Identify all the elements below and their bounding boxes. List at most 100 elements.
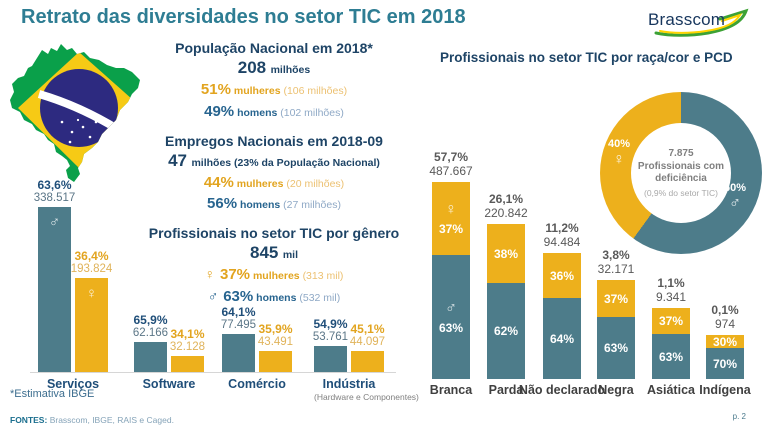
stack-total-pct: 26,1% (488, 192, 524, 207)
bar (259, 351, 292, 372)
category-label: Serviços (46, 377, 100, 391)
stack-total-pct: 1,1% (657, 276, 685, 291)
bar-pct-label: 34,1% (170, 326, 205, 341)
national-stats-column: População Nacional em 2018* 208 milhões … (128, 40, 420, 307)
logo-swoosh-icon (654, 8, 749, 37)
bar (351, 351, 384, 372)
segment-pct-label: 37% (603, 291, 629, 306)
female-icon: ♀ (613, 151, 626, 168)
category-label: Não declarado (518, 383, 606, 397)
bar (314, 346, 347, 372)
stack-col-4: 1,1% 9.341 37% 63% Asiática (647, 150, 695, 397)
segment-homens: 63% (597, 317, 635, 379)
stack-total-pct: 3,8% (602, 248, 630, 263)
category-label: Branca (429, 383, 473, 397)
segment-homens: ♂ 63% (432, 255, 470, 379)
stack-total-value: 974 (714, 317, 736, 332)
category-label: Indígena (699, 383, 751, 397)
segment-pct-label: 63% (658, 349, 684, 364)
bar-pct-label: 45,1% (350, 321, 385, 336)
bar-group-comércio: 64,1% 77.495 35,9% 43.491 Comércio (220, 180, 294, 391)
page-title: Retrato das diversidades no setor TIC em… (21, 6, 466, 28)
logo-text: Brasscom (648, 10, 726, 29)
bar-value-label: 77.495 (220, 318, 257, 331)
tic-gender-heading: Profissionais no setor TIC por gênero (148, 225, 400, 241)
category-label: Asiática (647, 383, 695, 397)
population-women-stat: 51% mulheres (106 milhões) (200, 81, 348, 98)
segment-mulheres: ♀ 37% (432, 182, 470, 255)
stack-col-2: 11,2% 94.484 36% 64% Não declarado (519, 150, 605, 397)
category-label: Software (142, 377, 196, 391)
bar-group-serviços: 63,6% 338.517 ♂ 36,4% 193.824 ♀ Serviços (34, 177, 113, 391)
stack-col-1: 26,1% 220.842 38% 62% Parda (484, 150, 528, 397)
category-label: Parda (488, 383, 524, 397)
bar-homens: 54,9% 53.761 (312, 180, 349, 372)
bar: ♀ (75, 278, 108, 372)
stack-total-pct: 57,7% (433, 150, 469, 165)
bar-pct-label: 64,1% (221, 304, 256, 319)
jobs-women-stat: 44% mulheres (20 milhões) (203, 173, 345, 191)
male-icon: ♂ (729, 195, 742, 212)
donut-women-label: 40% ♀ (608, 138, 631, 168)
bar-pct-label: 54,9% (313, 316, 348, 331)
pcd-donut-chart: 40% ♀ 60% ♂ 7.875 Profissionais com defi… (600, 92, 762, 254)
category-label: Negra (598, 383, 634, 397)
stack-col-0: 57,7% 487.667 ♀ 37% ♂ 63% Branca (429, 150, 473, 397)
female-icon: ♀ (85, 285, 98, 302)
footnote-estimativa: *Estimativa IBGE (10, 388, 95, 400)
donut-ring: 40% ♀ 60% ♂ 7.875 Profissionais com defi… (600, 92, 762, 254)
page-number: p. 2 (732, 412, 746, 421)
jobs-total: 47 milhões (23% da População Nacional) (168, 150, 380, 170)
sources-line: FONTES: Brasscom, IBGE, RAIS e Caged. (10, 415, 174, 425)
segment-pct-label: 38% (493, 246, 519, 261)
bar-homens: 65,9% 62.166 (132, 180, 169, 372)
stack-total-value: 9.341 (655, 290, 687, 305)
male-icon: ♂ (48, 214, 61, 231)
segment-pct-label: 36% (549, 268, 575, 283)
stack-total-value: 94.484 (543, 235, 581, 250)
stack-total-value: 220.842 (484, 206, 528, 221)
gender-by-segment-chart: 63,6% 338.517 ♂ 36,4% 193.824 ♀ Serviços 65,9% 6… (0, 177, 419, 410)
tic-men-stat: ♂ 63% homens (532 mil) (207, 287, 341, 305)
bar-homens: 63,6% 338.517 ♂ (34, 177, 75, 372)
segment-homens: 63% (652, 334, 690, 379)
segment-homens: 64% (543, 298, 581, 379)
category-label: Comércio (228, 377, 286, 391)
bar-value-label: 62.166 (132, 326, 169, 339)
brazil-flag-map (10, 44, 140, 182)
bar-value-label: 43.491 (257, 335, 294, 348)
jobs-heading: Empregos Nacionais em 2018-09 (165, 132, 383, 149)
bar-value-label: 338.517 (33, 191, 76, 204)
bar-group-indústria: 54,9% 53.761 45,1% 44.097 Indústria (Hardware… (312, 180, 419, 402)
bar-value-label: 53.761 (312, 330, 349, 343)
male-icon: ♂ (207, 287, 219, 304)
male-icon: ♂ (445, 299, 457, 317)
bar-mulheres: 35,9% 43.491 (257, 180, 294, 372)
segment-mulheres: 37% (597, 280, 635, 317)
female-icon: ♀ (445, 201, 457, 218)
bar: ♂ (38, 207, 71, 372)
race-chart-title: Profissionais no setor TIC por raça/cor … (440, 50, 733, 65)
female-icon: ♀ (204, 266, 216, 282)
tic-women-stat: ♀ 37% mulheres (313 mil) (204, 266, 344, 283)
segment-pct-label: 62% (493, 324, 519, 338)
jobs-men-stat: 56% homens (27 milhões) (207, 195, 341, 213)
bar-group-software: 65,9% 62.166 34,1% 32.128 Software (132, 180, 205, 391)
tic-gender-total: 845 mil (250, 243, 298, 262)
bar (222, 334, 255, 372)
bar-pct-label: 65,9% (133, 312, 168, 327)
stack-total-pct: 11,2% (545, 221, 579, 236)
population-total: 208 milhões (237, 58, 311, 77)
x-axis-line (30, 372, 396, 373)
bar-mulheres: 45,1% 44.097 (350, 180, 385, 372)
segment-homens: 70% (706, 348, 744, 379)
segment-pct-label: 63% (603, 341, 629, 355)
stack-col-5: 0,1% 974 30% 70% Indígena (699, 150, 750, 397)
stack-total-value: 487.667 (429, 164, 473, 179)
race-stacked-chart: 57,7% 487.667 ♀ 37% ♂ 63% Branca 26,1% 220.842 38… (425, 150, 768, 415)
bar-pct-label: 63,6% (37, 177, 72, 192)
bar-value-label: 193.824 (70, 262, 113, 275)
segment-mulheres: 36% (543, 253, 581, 298)
bar-pct-label: 35,9% (258, 321, 293, 336)
